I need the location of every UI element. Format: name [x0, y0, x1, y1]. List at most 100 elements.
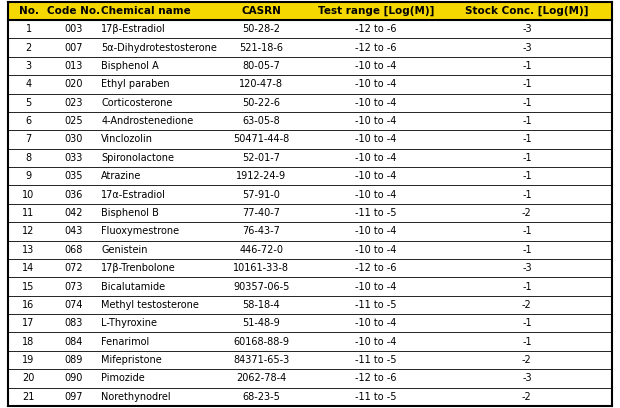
Text: -2: -2	[522, 208, 532, 218]
Text: Atrazine: Atrazine	[102, 171, 142, 181]
Text: Bicalutamide: Bicalutamide	[102, 282, 166, 292]
Text: 13: 13	[22, 245, 35, 255]
Text: -12 to -6: -12 to -6	[355, 42, 397, 53]
Text: 90357-06-5: 90357-06-5	[233, 282, 290, 292]
Text: 5α-Dihydrotestosterone: 5α-Dihydrotestosterone	[102, 42, 217, 53]
Text: Stock Conc. [Log(M)]: Stock Conc. [Log(M)]	[465, 6, 588, 16]
Text: Fluoxymestrone: Fluoxymestrone	[102, 226, 180, 236]
Text: -10 to -4: -10 to -4	[355, 98, 397, 108]
Text: 20: 20	[22, 373, 35, 384]
Text: -10 to -4: -10 to -4	[355, 337, 397, 347]
Text: 11: 11	[22, 208, 35, 218]
Text: -10 to -4: -10 to -4	[355, 318, 397, 328]
Text: 013: 013	[64, 61, 82, 71]
Text: 068: 068	[64, 245, 82, 255]
Text: 68-23-5: 68-23-5	[242, 392, 280, 402]
Text: Vinclozolin: Vinclozolin	[102, 135, 153, 144]
Text: L-Thyroxine: L-Thyroxine	[102, 318, 157, 328]
Text: CASRN: CASRN	[241, 6, 281, 16]
Text: 4-Androstenedione: 4-Androstenedione	[102, 116, 193, 126]
Text: -10 to -4: -10 to -4	[355, 116, 397, 126]
Text: -1: -1	[522, 79, 531, 89]
Text: 51-48-9: 51-48-9	[242, 318, 280, 328]
Text: Norethynodrel: Norethynodrel	[102, 392, 171, 402]
Text: -1: -1	[522, 226, 531, 236]
Text: 042: 042	[64, 208, 82, 218]
Text: 003: 003	[64, 24, 82, 34]
Text: -2: -2	[522, 392, 532, 402]
Text: -2: -2	[522, 355, 532, 365]
Text: -1: -1	[522, 61, 531, 71]
Text: -10 to -4: -10 to -4	[355, 61, 397, 71]
Text: 023: 023	[64, 98, 82, 108]
Text: -1: -1	[522, 98, 531, 108]
Text: Fenarimol: Fenarimol	[102, 337, 149, 347]
Text: 025: 025	[64, 116, 82, 126]
Text: 77-40-7: 77-40-7	[242, 208, 280, 218]
Text: -1: -1	[522, 116, 531, 126]
Text: -10 to -4: -10 to -4	[355, 135, 397, 144]
Bar	[8, 2, 612, 20]
Text: 17β-Trenbolone: 17β-Trenbolone	[102, 263, 176, 273]
Text: -1: -1	[522, 135, 531, 144]
Text: -10 to -4: -10 to -4	[355, 153, 397, 163]
Text: -12 to -6: -12 to -6	[355, 24, 397, 34]
Text: Code No.: Code No.	[46, 6, 100, 16]
Text: 63-05-8: 63-05-8	[242, 116, 280, 126]
Text: 036: 036	[64, 190, 82, 200]
Text: 1912-24-9: 1912-24-9	[236, 171, 286, 181]
Text: 60168-88-9: 60168-88-9	[233, 337, 289, 347]
Text: Pimozide: Pimozide	[102, 373, 145, 384]
Text: -3: -3	[522, 263, 531, 273]
Text: -12 to -6: -12 to -6	[355, 263, 397, 273]
Text: 2: 2	[25, 42, 32, 53]
Text: 15: 15	[22, 282, 35, 292]
Text: -1: -1	[522, 337, 531, 347]
Text: 033: 033	[64, 153, 82, 163]
Text: 18: 18	[22, 337, 35, 347]
Text: 50-28-2: 50-28-2	[242, 24, 280, 34]
Text: Genistein: Genistein	[102, 245, 148, 255]
Text: 8: 8	[25, 153, 32, 163]
Text: Mifepristone: Mifepristone	[102, 355, 162, 365]
Text: 043: 043	[64, 226, 82, 236]
Text: Spironolactone: Spironolactone	[102, 153, 174, 163]
Text: 21: 21	[22, 392, 35, 402]
Text: -1: -1	[522, 153, 531, 163]
Text: Bisphenol B: Bisphenol B	[102, 208, 159, 218]
Text: -3: -3	[522, 24, 531, 34]
Text: Corticosterone: Corticosterone	[102, 98, 173, 108]
Text: 3: 3	[25, 61, 32, 71]
Text: -1: -1	[522, 190, 531, 200]
Text: -10 to -4: -10 to -4	[355, 226, 397, 236]
Text: -1: -1	[522, 282, 531, 292]
Text: Test range [Log(M)]: Test range [Log(M)]	[317, 6, 434, 16]
Text: 10161-33-8: 10161-33-8	[233, 263, 289, 273]
Text: -1: -1	[522, 171, 531, 181]
Text: 2062-78-4: 2062-78-4	[236, 373, 286, 384]
Text: 16: 16	[22, 300, 35, 310]
Text: 090: 090	[64, 373, 82, 384]
Text: 084: 084	[64, 337, 82, 347]
Text: No.: No.	[19, 6, 38, 16]
Text: 84371-65-3: 84371-65-3	[233, 355, 289, 365]
Text: 50471-44-8: 50471-44-8	[233, 135, 289, 144]
Text: -1: -1	[522, 245, 531, 255]
Text: 446-72-0: 446-72-0	[239, 245, 283, 255]
Text: 57-91-0: 57-91-0	[242, 190, 280, 200]
Text: 521-18-6: 521-18-6	[239, 42, 283, 53]
Text: 52-01-7: 52-01-7	[242, 153, 280, 163]
Text: 5: 5	[25, 98, 32, 108]
Text: -11 to -5: -11 to -5	[355, 208, 397, 218]
Text: Chemical name: Chemical name	[102, 6, 191, 16]
Text: 17α-Estradiol: 17α-Estradiol	[102, 190, 166, 200]
Text: -1: -1	[522, 318, 531, 328]
Text: 073: 073	[64, 282, 82, 292]
Text: Ethyl paraben: Ethyl paraben	[102, 79, 170, 89]
Text: 007: 007	[64, 42, 82, 53]
Text: 074: 074	[64, 300, 82, 310]
Text: -12 to -6: -12 to -6	[355, 373, 397, 384]
Text: 76-43-7: 76-43-7	[242, 226, 280, 236]
Text: -10 to -4: -10 to -4	[355, 171, 397, 181]
Text: -10 to -4: -10 to -4	[355, 245, 397, 255]
